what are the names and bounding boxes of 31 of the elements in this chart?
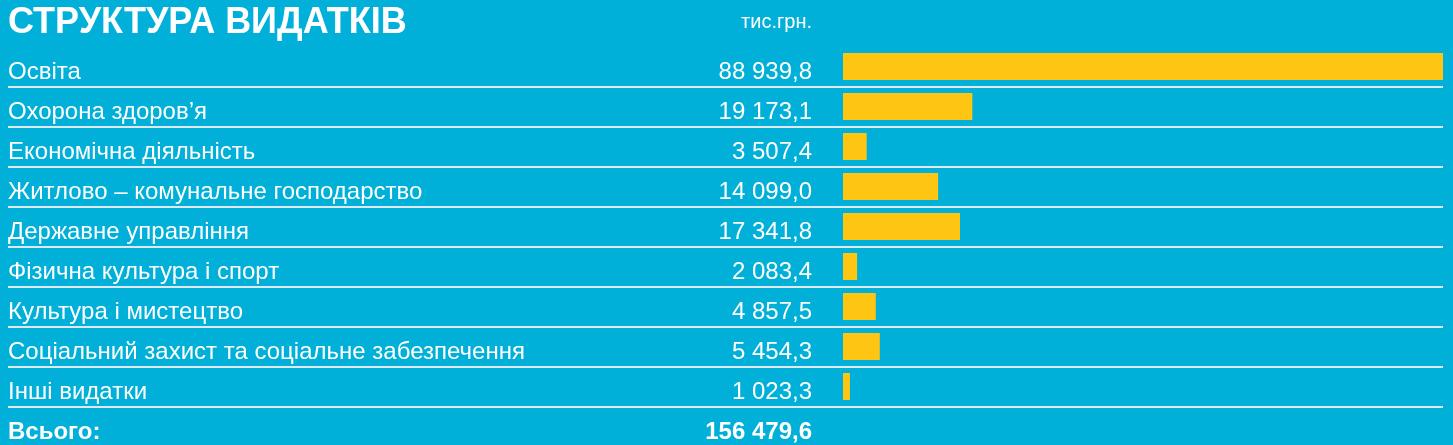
y-tick-label: Економічна діяльність [8, 137, 256, 164]
bar [843, 373, 850, 400]
data-label: 5 454,3 [731, 337, 812, 364]
data-label: 2 083,4 [731, 257, 812, 284]
text: 156 479,6 [705, 417, 812, 444]
y-tick-label: Культура і мистецтво [8, 297, 243, 324]
chart-subtitle: тис.грн. [741, 10, 812, 32]
data-label: 4 857,5 [731, 297, 812, 324]
bar [843, 293, 876, 320]
data-label: 19 173,1 [718, 97, 812, 124]
y-tick-label: Державне управління [8, 217, 250, 244]
text: Всього: [8, 417, 101, 444]
y-tick-label: Інші видатки [8, 377, 148, 404]
bar [843, 333, 880, 360]
y-tick-label: Охорона здоров’я [8, 97, 208, 124]
bar [843, 93, 973, 120]
y-tick-label: Соціальний захист та соціальне забезпечення [8, 337, 525, 364]
data-label: 14 099,0 [718, 177, 812, 204]
y-tick-label: Житлово – комунальне господарство [8, 177, 423, 204]
data-label: 17 341,8 [718, 217, 812, 244]
data-label: 1 023,3 [731, 377, 812, 404]
data-label: 3 507,4 [731, 137, 812, 164]
text: СТРУКТУРА ВИДАТКІВ [8, 0, 407, 41]
bar [843, 53, 1443, 80]
bar [843, 173, 939, 200]
bar [843, 133, 867, 160]
data-label: 88 939,8 [718, 57, 812, 84]
bar [843, 253, 858, 280]
y-tick-label: Фізична культура і спорт [8, 257, 280, 284]
y-tick-label: Освіта [8, 57, 82, 84]
bar [843, 213, 960, 240]
